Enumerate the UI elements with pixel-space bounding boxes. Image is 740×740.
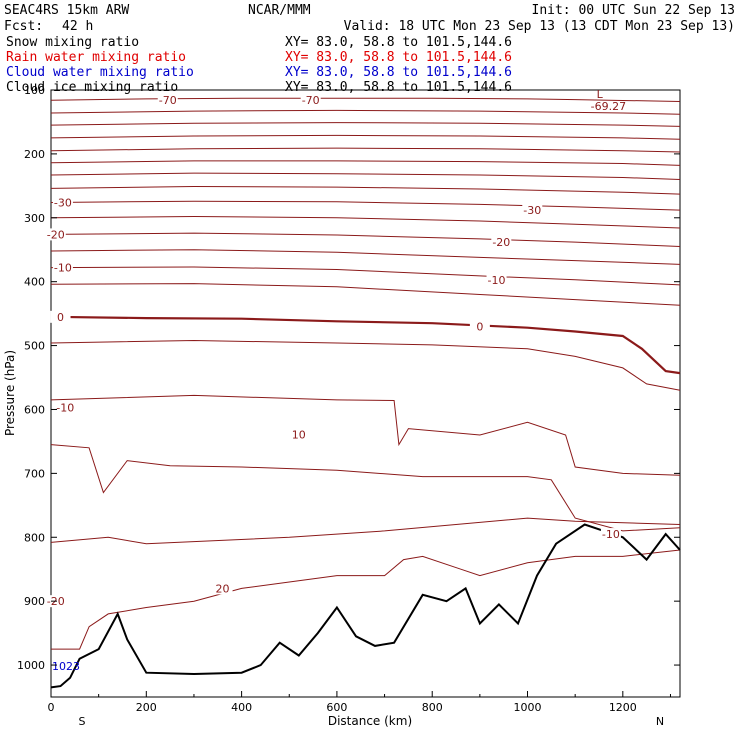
contour-labels: -70 -70-30-30-20-20-10-1000-1010-10-2020L… bbox=[45, 88, 626, 673]
y-tick-label: 600 bbox=[24, 403, 45, 416]
x-end-label-north: N bbox=[656, 715, 664, 728]
isotherm-line bbox=[50, 444, 681, 532]
contour-label-bg bbox=[486, 273, 507, 286]
legend-field-1: Rain water mixing ratio bbox=[6, 50, 186, 65]
contour-label-bg bbox=[55, 401, 76, 414]
forecast-label: Fcst: bbox=[4, 19, 43, 34]
x-tick-label: 400 bbox=[231, 701, 252, 714]
legend-xy-0: XY= 83.0, 58.8 to 101.5,144.6 bbox=[285, 35, 512, 50]
y-tick-label: 400 bbox=[24, 276, 45, 289]
isotherm-lines bbox=[50, 97, 681, 545]
contour-label-bg bbox=[491, 236, 512, 249]
contour-label: 0 bbox=[57, 311, 64, 324]
valid-time: Valid: 18 UTC Mon 23 Sep 13 (13 CDT Mon … bbox=[344, 19, 735, 34]
contour-label: 0 bbox=[476, 320, 483, 333]
isotherm-line bbox=[50, 249, 681, 265]
contour-label-bg bbox=[52, 261, 73, 274]
legend-xy-3: XY= 83.0, 58.8 to 101.5,144.6 bbox=[285, 80, 512, 95]
isotherm-line bbox=[50, 517, 681, 545]
y-tick-label: 500 bbox=[24, 340, 45, 353]
contour-label: -10 bbox=[602, 528, 620, 541]
contour-label-bg bbox=[600, 528, 621, 541]
y-tick-label: 700 bbox=[24, 467, 45, 480]
y-tick-label: 300 bbox=[24, 212, 45, 225]
x-tick-label: 1200 bbox=[609, 701, 637, 714]
model-title: SEAC4RS 15km ARW bbox=[4, 3, 129, 18]
x-tick-label: 0 bbox=[48, 701, 55, 714]
isotherm-line bbox=[50, 109, 681, 115]
isotherm-line bbox=[50, 122, 681, 127]
contour-label: -20 bbox=[47, 228, 65, 241]
field-legend: Snow mixing ratio XY= 83.0, 58.8 to 101.5… bbox=[6, 35, 512, 95]
x-tick-label: 200 bbox=[136, 701, 157, 714]
y-tick-label: 200 bbox=[24, 148, 45, 161]
isotherm-line bbox=[50, 266, 681, 286]
isotherm-line bbox=[50, 172, 681, 180]
isotherm-line bbox=[50, 339, 681, 391]
x-tick-label: 800 bbox=[422, 701, 443, 714]
contour-label-bg bbox=[157, 94, 178, 107]
contour-label: 20 bbox=[216, 582, 230, 595]
contour-label-bg bbox=[45, 228, 66, 241]
contour-label: -20 bbox=[492, 236, 510, 249]
isotherm-line bbox=[50, 215, 681, 229]
legend-field-0: Snow mixing ratio bbox=[6, 35, 139, 50]
forecast-hour: 42 h bbox=[62, 19, 93, 34]
contour-label-bg bbox=[469, 320, 490, 333]
bottom-value-label: 1023 bbox=[52, 660, 80, 673]
contour-label: -10 bbox=[56, 402, 74, 415]
extremum-marker: L bbox=[597, 88, 604, 101]
y-tick-label: 900 bbox=[24, 595, 45, 608]
extremum-value: -69.27 bbox=[591, 100, 626, 113]
terrain-line bbox=[50, 523, 681, 689]
legend-field-3: Cloud ice mixing ratio bbox=[6, 80, 178, 95]
contour-label: -10 bbox=[54, 262, 72, 275]
y-tick-label-top: 100 bbox=[24, 84, 45, 97]
rain-water-contour bbox=[51, 549, 681, 650]
contour-label-bg bbox=[52, 196, 73, 209]
x-tick-label: 1000 bbox=[514, 701, 542, 714]
contour-label: -30 bbox=[54, 196, 72, 209]
contour-label: -70 bbox=[302, 94, 320, 107]
plot-area: -70 -70-30-30-20-20-10-1000-1010-10-2020L… bbox=[17, 84, 681, 714]
isotherm-line bbox=[50, 134, 681, 140]
legend-xy-2: XY= 83.0, 58.8 to 101.5,144.6 bbox=[285, 65, 512, 80]
contour-label-bg bbox=[50, 310, 71, 323]
x-axis-title: Distance (km) bbox=[328, 714, 412, 728]
contour-label: -10 bbox=[488, 274, 506, 287]
init-time: Init: 00 UTC Sun 22 Sep 13 bbox=[532, 3, 736, 18]
contour-label-bg bbox=[288, 428, 309, 441]
y-axis-title: Pressure (hPa) bbox=[3, 350, 17, 436]
isotherm-line bbox=[50, 394, 681, 476]
isotherm-line bbox=[50, 97, 681, 102]
contour-label-bg bbox=[522, 204, 543, 217]
contour-label-bg bbox=[300, 94, 321, 107]
contour-label: -30 bbox=[523, 204, 541, 217]
rain-water-line bbox=[51, 549, 681, 650]
terrain-surface-line bbox=[50, 523, 681, 689]
x-tick-label: 600 bbox=[326, 701, 347, 714]
x-end-label-south: S bbox=[79, 715, 86, 728]
isotherm-line bbox=[50, 200, 681, 211]
isotherm-line bbox=[50, 147, 681, 153]
y-tick-label: 1000 bbox=[17, 659, 45, 672]
plot-frame bbox=[50, 89, 681, 698]
legend-xy-1: XY= 83.0, 58.8 to 101.5,144.6 bbox=[285, 50, 512, 65]
contour-label: -70 bbox=[159, 94, 177, 107]
contour-label: 10 bbox=[292, 428, 306, 441]
contour-label-bg bbox=[212, 582, 233, 595]
y-tick-label: 800 bbox=[24, 531, 45, 544]
isotherm-line bbox=[50, 315, 681, 375]
isotherm-line bbox=[50, 160, 681, 166]
isotherm-line bbox=[50, 232, 681, 247]
legend-field-2: Cloud water mixing ratio bbox=[6, 65, 194, 80]
organization: NCAR/MMM bbox=[248, 3, 311, 18]
isotherm-line bbox=[50, 185, 681, 195]
isotherm-line bbox=[50, 283, 681, 306]
